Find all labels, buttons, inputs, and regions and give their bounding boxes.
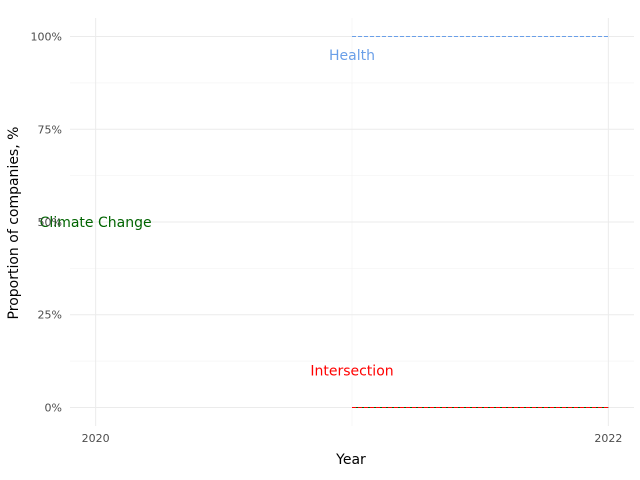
x-axis-title: Year	[335, 452, 366, 468]
x-tick-label: 2020	[82, 432, 110, 445]
series-lines	[352, 36, 609, 408]
series-label-health: Health	[329, 48, 375, 64]
y-axis-title: Proportion of companies, %	[6, 127, 22, 320]
y-tick-label: 25%	[38, 309, 62, 322]
x-tick-label: 2022	[594, 432, 622, 445]
series-labels: Health Climate Change Intersection	[40, 48, 394, 379]
y-tick-label: 100%	[31, 31, 62, 44]
y-tick-label: 50%	[38, 216, 62, 229]
series-label-climate-change: Climate Change	[40, 215, 152, 231]
series-label-intersection: Intersection	[310, 363, 393, 379]
axis-ticks: 0% 25% 50% 75% 100% 2020 2022	[31, 31, 623, 445]
y-tick-label: 75%	[38, 123, 62, 136]
y-tick-label: 0%	[45, 401, 62, 414]
